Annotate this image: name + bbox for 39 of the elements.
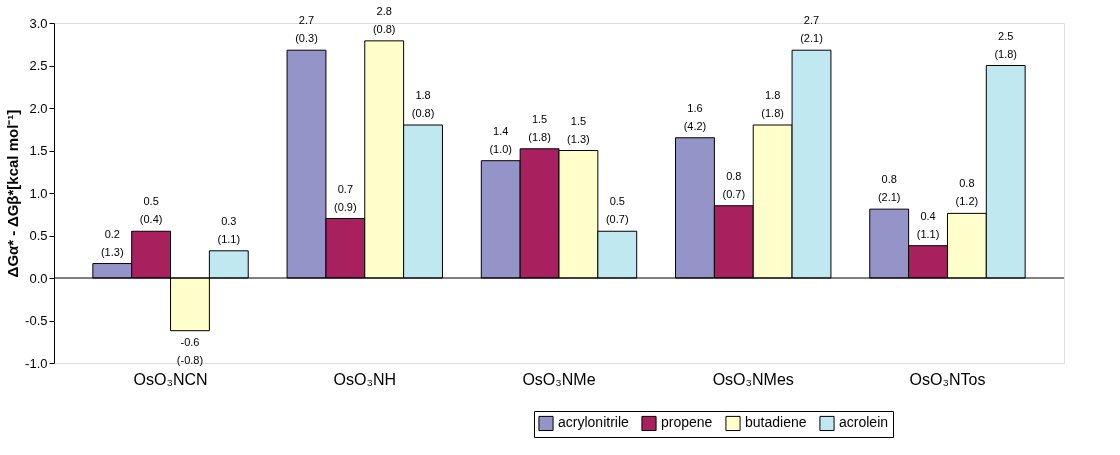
text: 1.5 (1.3)	[567, 114, 590, 145]
x-tick-label: OsO₃NCN	[133, 370, 208, 388]
y-tick-label: 3.0	[29, 15, 48, 31]
text: 2.5 (1.8)	[994, 29, 1018, 60]
y-tick-label: -1.0	[25, 355, 48, 371]
y-tick-label: 1.0	[29, 185, 48, 201]
text: 1.6 (4.2)	[683, 101, 707, 132]
text: 0.8 (2.1)	[877, 173, 901, 204]
x-tick-label: OsO₃NMe	[522, 370, 596, 388]
text: 0.3 (1.1)	[217, 214, 241, 245]
y-tick-label: 0.0	[29, 270, 48, 286]
text: 0.5 (0.7)	[605, 195, 629, 226]
legend-label: butadiene	[745, 414, 807, 431]
text: 0.4 (1.1)	[916, 209, 940, 240]
text: 0.5 (0.4)	[139, 195, 163, 226]
text: 2.7 (0.3)	[295, 14, 318, 45]
y-axis-title: ΔGα* - ΔGβ*[kcal mol⁻¹]	[4, 109, 22, 278]
text: 0.8 (0.7)	[722, 169, 746, 200]
y-tick-label: -0.5	[25, 313, 48, 328]
text: 1.8 (1.8)	[761, 89, 784, 119]
text: 0.7 (0.9)	[334, 182, 357, 213]
text: 1.5 (1.8)	[528, 112, 551, 143]
legend-label: propene	[661, 414, 713, 431]
text: 0.8 (1.2)	[955, 177, 979, 208]
data-label: -0.6 (-0.8)	[176, 335, 204, 366]
y-tick-label: 0.5	[29, 228, 48, 243]
y-tick-label: 1.5	[29, 143, 48, 158]
legend-label: acrolein	[839, 414, 889, 431]
x-tick-label: OsO₃NH	[333, 370, 397, 388]
text: 2.8 (0.8)	[372, 4, 396, 35]
text: 0.2 (1.3)	[100, 227, 124, 258]
text: 1.8 (0.8)	[411, 89, 435, 119]
y-tick-label: 2.0	[29, 100, 48, 116]
text: 2.7 (2.1)	[800, 14, 823, 45]
y-tick-label: 2.5	[29, 58, 48, 73]
x-tick-label: OsO₃NMes	[712, 370, 794, 388]
legend-label: acrylonitrile	[558, 414, 630, 431]
text: 1.4 (1.0)	[489, 124, 513, 155]
x-tick-label: OsO₃NTos	[909, 370, 986, 388]
